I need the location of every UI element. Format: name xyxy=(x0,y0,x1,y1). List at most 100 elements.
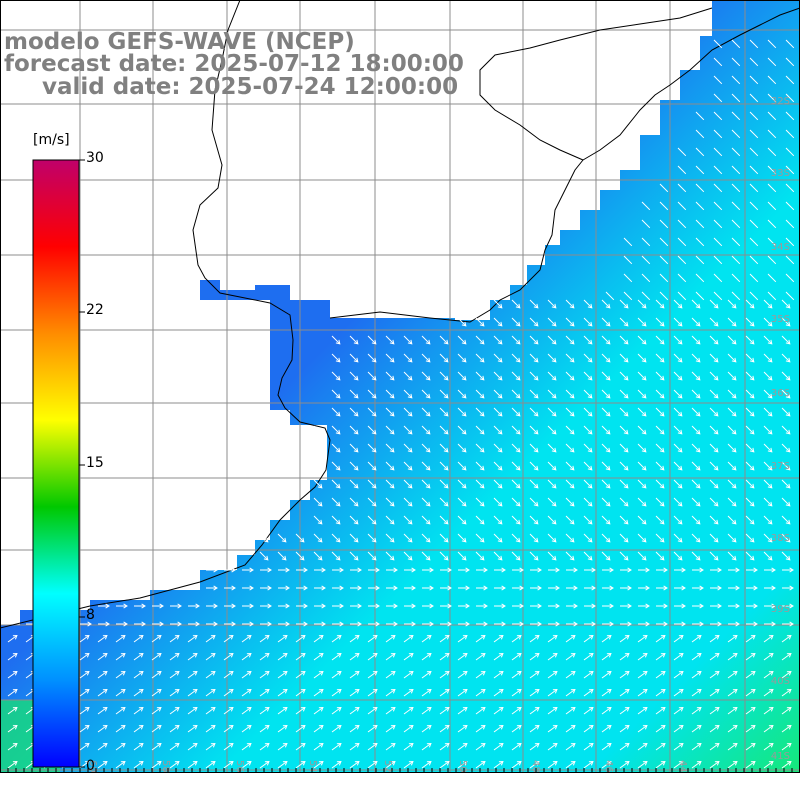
wind-arrowhead xyxy=(645,603,650,609)
wind-arrow xyxy=(313,689,324,697)
wind-arrowhead xyxy=(443,357,449,363)
wind-arrowhead xyxy=(516,760,522,766)
wind-arrow xyxy=(439,761,450,769)
wind-arrowhead xyxy=(659,519,665,525)
wind-arrow xyxy=(421,671,432,679)
wind-arrowhead xyxy=(84,760,90,766)
wind-arrow xyxy=(637,653,648,661)
wind-arrow xyxy=(421,443,431,453)
wind-arrowhead xyxy=(102,634,108,640)
wind-arrowhead xyxy=(353,411,359,417)
wind-arrow xyxy=(457,371,467,381)
wind-arrowhead xyxy=(695,393,701,399)
wind-arrow xyxy=(785,237,795,247)
wind-arrow xyxy=(727,689,738,697)
wind-arrow xyxy=(601,743,612,751)
wind-arrow xyxy=(493,689,504,697)
wind-arrow xyxy=(713,147,723,157)
wind-arrowhead xyxy=(375,567,380,573)
wind-arrowhead xyxy=(624,706,630,712)
wind-arrow xyxy=(659,237,669,247)
wind-arrow xyxy=(763,635,774,643)
wind-arrowhead xyxy=(569,393,575,399)
wind-arrow xyxy=(7,743,18,751)
wind-arrowhead xyxy=(735,603,740,609)
wind-arrow xyxy=(565,689,576,697)
wind-arrowhead xyxy=(623,537,629,543)
wind-arrow xyxy=(529,725,540,733)
wind-arrowhead xyxy=(515,429,521,435)
wind-arrow xyxy=(709,317,719,327)
wind-arrowhead xyxy=(426,670,432,676)
wind-arrowhead xyxy=(300,688,306,694)
wind-arrowhead xyxy=(372,760,378,766)
wind-arrowhead xyxy=(695,321,701,327)
wind-arrow xyxy=(749,147,759,157)
wind-arrowhead xyxy=(696,634,702,640)
wind-arrow xyxy=(781,725,792,733)
wind-arrow xyxy=(767,237,777,247)
wind-arrow xyxy=(421,425,431,435)
wind-arrow xyxy=(151,725,162,733)
wind-arrow xyxy=(781,761,792,769)
wind-arrow xyxy=(713,39,723,49)
wind-arrowhead xyxy=(318,670,324,676)
wind-arrowhead xyxy=(444,760,450,766)
wind-arrow xyxy=(749,111,759,121)
lat-label: 40S xyxy=(771,676,790,687)
wind-arrow xyxy=(745,497,755,507)
wind-arrow xyxy=(169,635,180,643)
wind-arrowhead xyxy=(479,393,485,399)
wind-arrow xyxy=(601,353,611,363)
wind-arrow xyxy=(637,443,647,453)
wind-arrowhead xyxy=(677,501,683,507)
wind-arrow xyxy=(709,515,719,525)
wind-arrow xyxy=(673,479,683,489)
wind-arrow xyxy=(655,353,665,363)
wind-arrowhead xyxy=(677,465,683,471)
wind-arrowhead xyxy=(753,621,758,627)
wind-arrowhead xyxy=(587,465,593,471)
wind-arrowhead xyxy=(767,393,773,399)
wind-arrowhead xyxy=(534,760,540,766)
wind-arrow xyxy=(709,653,720,661)
wind-arrow xyxy=(785,57,795,67)
wind-arrow xyxy=(439,743,450,751)
wind-arrowhead xyxy=(677,447,683,453)
wind-arrow xyxy=(763,497,773,507)
wind-arrowhead xyxy=(696,688,702,694)
wind-arrow xyxy=(403,671,414,679)
wind-arrowhead xyxy=(123,603,128,609)
wind-arrowhead xyxy=(624,634,630,640)
wind-arrow xyxy=(619,671,630,679)
wind-arrowhead xyxy=(678,706,684,712)
wind-arrow xyxy=(785,39,795,49)
wind-arrowhead xyxy=(695,447,701,453)
wind-arrowhead xyxy=(303,621,308,627)
wind-arrowhead xyxy=(497,303,503,309)
wind-arrow xyxy=(403,551,413,561)
wind-arrowhead xyxy=(389,429,395,435)
wind-arrow xyxy=(385,407,395,417)
wind-arrowhead xyxy=(371,357,377,363)
wind-arrow xyxy=(695,273,705,283)
wind-arrowhead xyxy=(425,483,431,489)
wind-arrowhead xyxy=(425,375,431,381)
wind-arrowhead xyxy=(389,393,395,399)
wind-arrowhead xyxy=(411,621,416,627)
wind-arrowhead xyxy=(753,567,758,573)
wind-arrowhead xyxy=(731,339,737,345)
wind-arrowhead xyxy=(677,339,683,345)
wind-arrow xyxy=(115,761,126,769)
wind-arrowhead xyxy=(354,652,360,658)
wind-arrowhead xyxy=(249,567,254,573)
wind-arrow xyxy=(313,725,324,733)
wind-arrowhead xyxy=(534,724,540,730)
wind-arrowhead xyxy=(696,742,702,748)
wind-arrow xyxy=(349,533,359,543)
wind-arrow xyxy=(439,353,449,363)
wind-arrowhead xyxy=(389,483,395,489)
wind-arrow xyxy=(403,689,414,697)
wind-arrowhead xyxy=(749,393,755,399)
wind-arrowhead xyxy=(515,303,521,309)
